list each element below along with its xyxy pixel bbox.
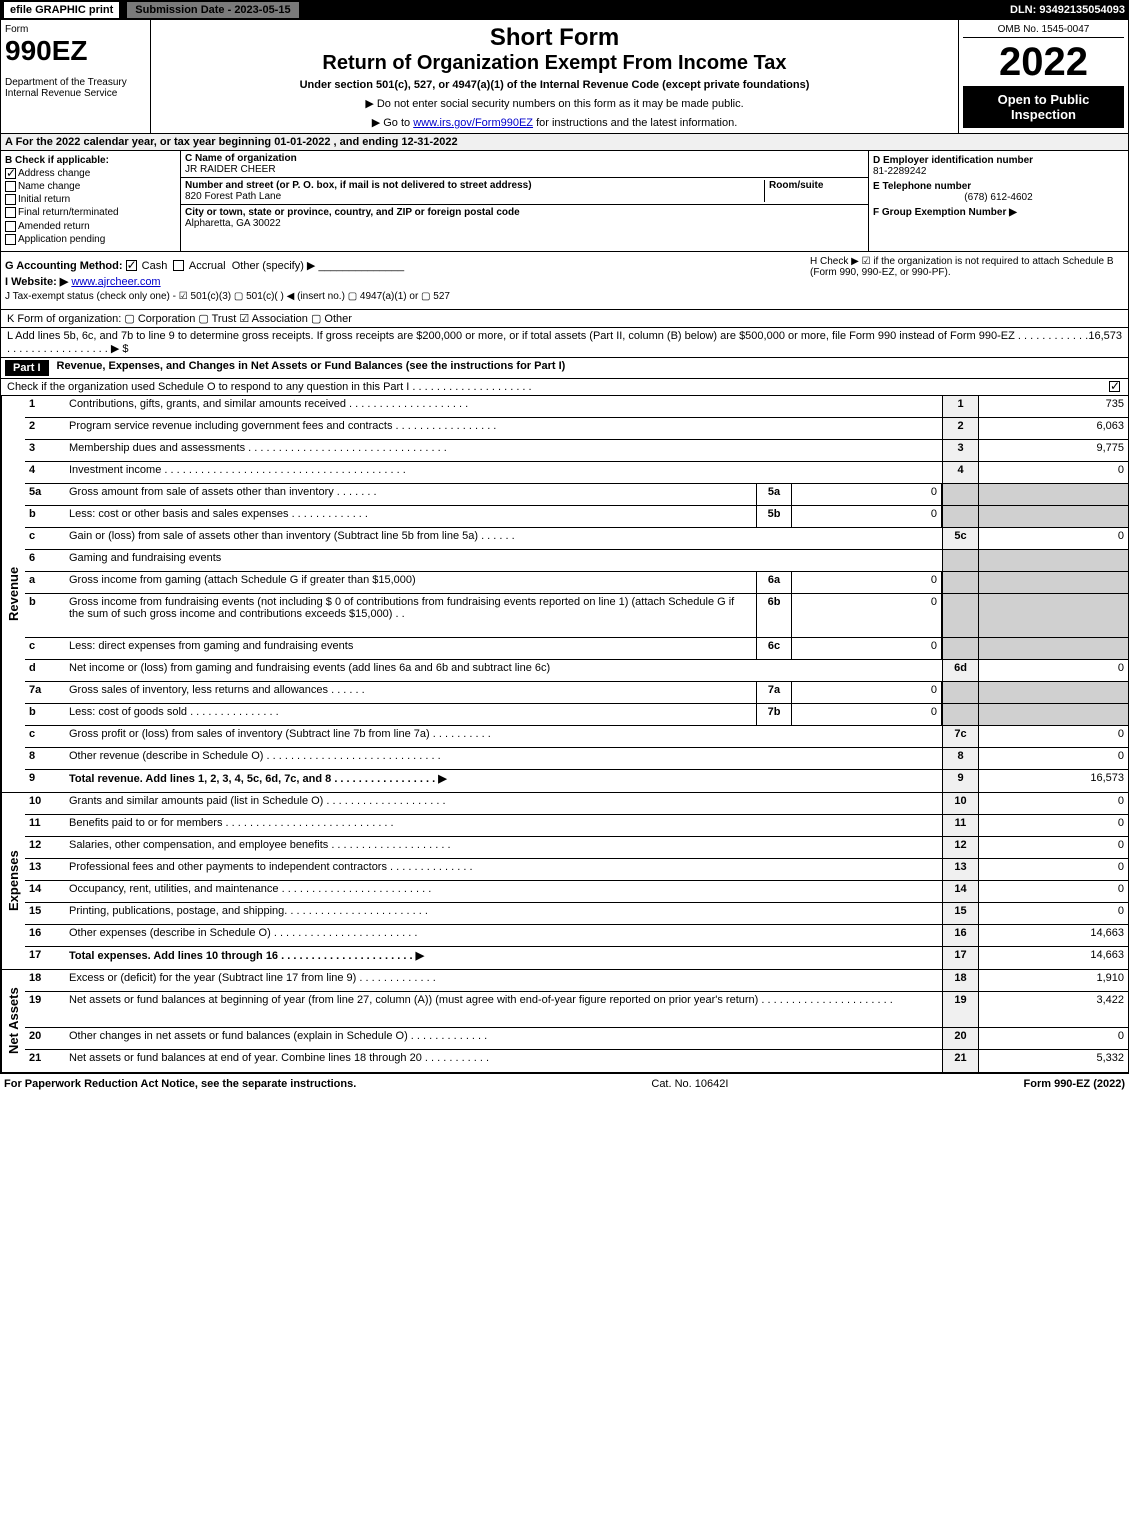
irs-link[interactable]: www.irs.gov/Form990EZ xyxy=(413,117,533,129)
line-21-val: 5,332 xyxy=(978,1050,1128,1072)
org-name: JR RAIDER CHEER xyxy=(185,164,864,175)
tel-label: E Telephone number xyxy=(873,181,1124,192)
col-c: C Name of organization JR RAIDER CHEER N… xyxy=(181,151,868,251)
city-label: City or town, state or province, country… xyxy=(185,207,864,218)
line-10-val: 0 xyxy=(978,793,1128,814)
ein-label: D Employer identification number xyxy=(873,155,1124,166)
title-return: Return of Organization Exempt From Incom… xyxy=(155,52,954,75)
efile-print-label[interactable]: efile GRAPHIC print xyxy=(4,2,119,18)
form-header: Form 990EZ Department of the Treasury In… xyxy=(0,20,1129,134)
form-label: Form xyxy=(5,24,146,35)
grp-label: F Group Exemption Number ▶ xyxy=(873,207,1124,218)
revenue-section: Revenue 1Contributions, gifts, grants, a… xyxy=(0,396,1129,793)
line-9-val: 16,573 xyxy=(978,770,1128,792)
addr-label: Number and street (or P. O. box, if mail… xyxy=(185,180,764,191)
line-6d-val: 0 xyxy=(978,660,1128,681)
section-a: A For the 2022 calendar year, or tax yea… xyxy=(0,134,1129,151)
addr: 820 Forest Path Lane xyxy=(185,191,764,202)
line-14-val: 0 xyxy=(978,881,1128,902)
row-g: G Accounting Method: Cash Accrual Other … xyxy=(5,259,804,272)
line-4-val: 0 xyxy=(978,462,1128,483)
open-to-public: Open to Public Inspection xyxy=(963,86,1124,128)
row-j: J Tax-exempt status (check only one) - ☑… xyxy=(5,291,804,302)
ein: 81-2289242 xyxy=(873,166,1124,177)
footer-mid: Cat. No. 10642I xyxy=(651,1078,728,1090)
expenses-vlabel: Expenses xyxy=(1,793,25,969)
tax-year: 2022 xyxy=(963,42,1124,82)
form-title-block: Short Form Return of Organization Exempt… xyxy=(151,20,958,133)
line-1-val: 735 xyxy=(978,396,1128,417)
title-short-form: Short Form xyxy=(155,24,954,52)
revenue-vlabel: Revenue xyxy=(1,396,25,792)
form-id-block: Form 990EZ Department of the Treasury In… xyxy=(1,20,151,133)
chk-schedule-o[interactable] xyxy=(1109,381,1120,392)
footer-right: Form 990-EZ (2022) xyxy=(1024,1078,1125,1090)
chk-address-change[interactable]: Address change xyxy=(5,168,176,179)
col-b: B Check if applicable: Address change Na… xyxy=(1,151,181,251)
chk-cash[interactable] xyxy=(126,260,137,271)
tel: (678) 612-4602 xyxy=(873,192,1124,203)
section-ghijkl: G Accounting Method: Cash Accrual Other … xyxy=(0,252,1129,310)
netassets-vlabel: Net Assets xyxy=(1,970,25,1072)
note-goto-suffix: for instructions and the latest informat… xyxy=(533,117,737,129)
section-bcd: B Check if applicable: Address change Na… xyxy=(0,151,1129,252)
line-5c-val: 0 xyxy=(978,528,1128,549)
chk-accrual[interactable] xyxy=(173,260,184,271)
note-ssn: ▶ Do not enter social security numbers o… xyxy=(155,97,954,110)
row-i: I Website: ▶ www.ajrcheer.com xyxy=(5,275,804,288)
chk-amended-return[interactable]: Amended return xyxy=(5,221,176,232)
col-d: D Employer identification number 81-2289… xyxy=(868,151,1128,251)
col-b-header: B Check if applicable: xyxy=(5,155,176,166)
chk-initial-return[interactable]: Initial return xyxy=(5,194,176,205)
city: Alpharetta, GA 30022 xyxy=(185,218,864,229)
org-name-label: C Name of organization xyxy=(185,153,864,164)
line-11-val: 0 xyxy=(978,815,1128,836)
room-label: Room/suite xyxy=(769,180,864,191)
line-20-val: 0 xyxy=(978,1028,1128,1049)
topbar: efile GRAPHIC print Submission Date - 20… xyxy=(0,0,1129,20)
row-l-value: 16,573 xyxy=(1088,330,1122,355)
form-number: 990EZ xyxy=(5,35,146,67)
dln: DLN: 93492135054093 xyxy=(1010,4,1125,16)
omb-year-block: OMB No. 1545-0047 2022 Open to Public In… xyxy=(958,20,1128,133)
irs-label: Internal Revenue Service xyxy=(5,88,146,99)
footer-left: For Paperwork Reduction Act Notice, see … xyxy=(4,1078,356,1090)
row-h: H Check ▶ ☑ if the organization is not r… xyxy=(804,256,1124,305)
submission-date: Submission Date - 2023-05-15 xyxy=(127,2,298,18)
line-8-val: 0 xyxy=(978,748,1128,769)
row-k: K Form of organization: ▢ Corporation ▢ … xyxy=(0,310,1129,328)
omb-number: OMB No. 1545-0047 xyxy=(963,24,1124,38)
line-18-val: 1,910 xyxy=(978,970,1128,991)
line-3-val: 9,775 xyxy=(978,440,1128,461)
line-17-val: 14,663 xyxy=(978,947,1128,969)
expenses-section: Expenses 10Grants and similar amounts pa… xyxy=(0,793,1129,970)
note-goto: ▶ Go to xyxy=(372,117,413,129)
chk-name-change[interactable]: Name change xyxy=(5,181,176,192)
line-2-val: 6,063 xyxy=(978,418,1128,439)
chk-application-pending[interactable]: Application pending xyxy=(5,234,176,245)
line-19-val: 3,422 xyxy=(978,992,1128,1027)
netassets-section: Net Assets 18Excess or (deficit) for the… xyxy=(0,970,1129,1073)
line-12-val: 0 xyxy=(978,837,1128,858)
line-7c-val: 0 xyxy=(978,726,1128,747)
subtitle: Under section 501(c), 527, or 4947(a)(1)… xyxy=(155,79,954,91)
line-15-val: 0 xyxy=(978,903,1128,924)
part1-check: Check if the organization used Schedule … xyxy=(0,379,1129,396)
chk-final-return[interactable]: Final return/terminated xyxy=(5,207,176,218)
dept-label: Department of the Treasury xyxy=(5,77,146,88)
part1-tag: Part I xyxy=(5,360,49,376)
page-footer: For Paperwork Reduction Act Notice, see … xyxy=(0,1073,1129,1094)
part1-title: Revenue, Expenses, and Changes in Net As… xyxy=(57,360,1124,376)
part1-header: Part I Revenue, Expenses, and Changes in… xyxy=(0,358,1129,379)
website-link[interactable]: www.ajrcheer.com xyxy=(71,276,160,288)
line-13-val: 0 xyxy=(978,859,1128,880)
row-l: L Add lines 5b, 6c, and 7b to line 9 to … xyxy=(0,328,1129,358)
line-16-val: 14,663 xyxy=(978,925,1128,946)
